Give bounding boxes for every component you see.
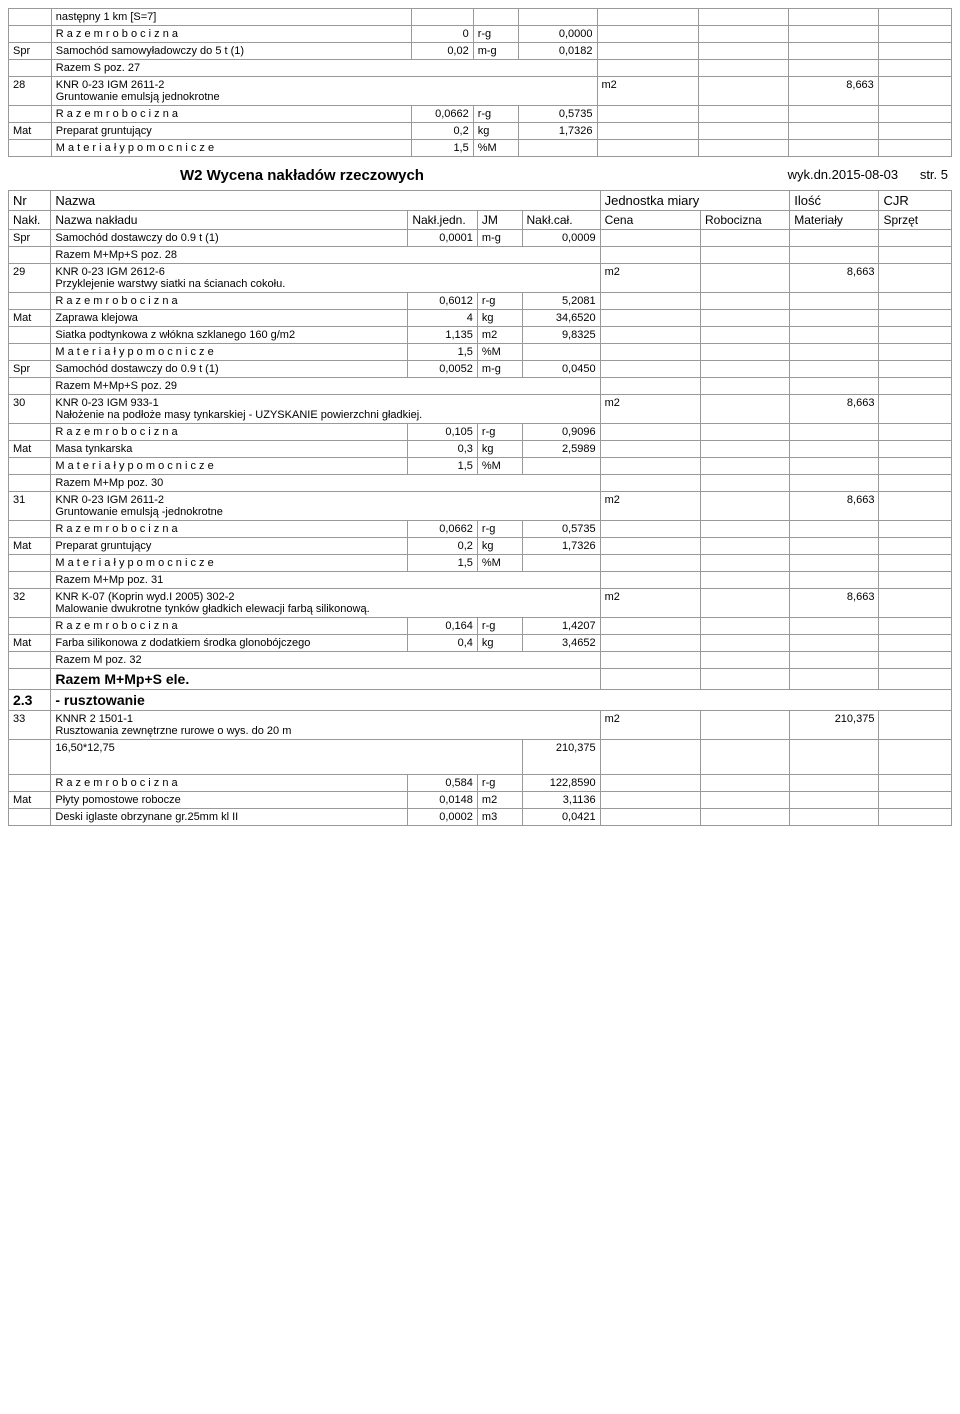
- hdr-ilosc: Ilość: [790, 191, 879, 211]
- table-row: 29KNR 0-23 IGM 2612-6 Przyklejenie warst…: [9, 264, 952, 293]
- table-row: 16,50*12,75210,375: [9, 740, 952, 775]
- table-row: 31KNR 0-23 IGM 2611-2 Gruntowanie emulsj…: [9, 492, 952, 521]
- table-row: R a z e m r o b o c i z n a0,0662r-g0,57…: [9, 106, 952, 123]
- table-row: MatPreparat gruntujący0,2kg1,7326: [9, 538, 952, 555]
- hdr2-i: Sprzęt: [879, 211, 952, 230]
- table-row: 2.3- rusztowanie: [9, 690, 952, 711]
- table-row: M a t e r i a ł y p o m o c n i c z e1,5…: [9, 140, 952, 157]
- hdr-nr: Nr: [9, 191, 51, 211]
- table-row: SprSamochód samowyładowczy do 5 t (1)0,0…: [9, 43, 952, 60]
- table-row: R a z e m r o b o c i z n a0,105r-g0,909…: [9, 424, 952, 441]
- table-row: Razem M+Mp+S poz. 29: [9, 378, 952, 395]
- table-row: SprSamochód dostawczy do 0.9 t (1)0,0001…: [9, 230, 952, 247]
- header-table: Nr Nazwa Jednostka miary Ilość CJR Nakł.…: [8, 190, 952, 826]
- table-row: Razem M poz. 32: [9, 652, 952, 669]
- table-row: MatFarba silikonowa z dodatkiem środka g…: [9, 635, 952, 652]
- hdr2-a: Nakł.: [9, 211, 51, 230]
- table-row: Razem M+Mp poz. 30: [9, 475, 952, 492]
- table-row: następny 1 km [S=7]: [9, 9, 952, 26]
- table-row: R a z e m r o b o c i z n a0,164r-g1,420…: [9, 618, 952, 635]
- hdr2-h: Materiały: [790, 211, 879, 230]
- table-row: R a z e m r o b o c i z n a0,6012r-g5,20…: [9, 293, 952, 310]
- hdr2-e: Nakł.cał.: [522, 211, 600, 230]
- hdr2-f: Cena: [600, 211, 700, 230]
- header-row-1: Nr Nazwa Jednostka miary Ilość CJR: [9, 191, 952, 211]
- hdr-cjr: CJR: [879, 191, 952, 211]
- table-row: Deski iglaste obrzynane gr.25mm kl II0,0…: [9, 809, 952, 826]
- table-row: M a t e r i a ł y p o m o c n i c z e1,5…: [9, 344, 952, 361]
- table-row: MatMasa tynkarska0,3kg2,5989: [9, 441, 952, 458]
- table-row: R a z e m r o b o c i z n a0r-g0,0000: [9, 26, 952, 43]
- table-row: MatPreparat gruntujący0,2kg1,7326: [9, 123, 952, 140]
- table-row: SprSamochód dostawczy do 0.9 t (1)0,0052…: [9, 361, 952, 378]
- header-row-2: Nakł. Nazwa nakładu Nakł.jedn. JM Nakł.c…: [9, 211, 952, 230]
- table-row: Siatka podtynkowa z włókna szklanego 160…: [9, 327, 952, 344]
- table-row: R a z e m r o b o c i z n a0,0662r-g0,57…: [9, 521, 952, 538]
- table-row: 30KNR 0-23 IGM 933-1 Nałożenie na podłoż…: [9, 395, 952, 424]
- table-row: M a t e r i a ł y p o m o c n i c z e1,5…: [9, 555, 952, 572]
- table-row: 32KNR K-07 (Koprin wyd.I 2005) 302-2 Mal…: [9, 589, 952, 618]
- table-row: M a t e r i a ł y p o m o c n i c z e1,5…: [9, 458, 952, 475]
- hdr2-c: Nakł.jedn.: [408, 211, 478, 230]
- page-title: W2 Wycena nakładów rzeczowych: [176, 161, 684, 188]
- hdr-nazwa: Nazwa: [51, 191, 600, 211]
- hdr-jm: Jednostka miary: [600, 191, 790, 211]
- table-row: Razem M+Mp+S poz. 28: [9, 247, 952, 264]
- table-row: MatZaprawa klejowa4kg34,6520: [9, 310, 952, 327]
- table-row: MatPłyty pomostowe robocze0,0148m23,1136: [9, 792, 952, 809]
- table-row: R a z e m r o b o c i z n a0,584r-g122,8…: [9, 775, 952, 792]
- table-row: 33KNNR 2 1501-1 Rusztowania zewnętrzne r…: [9, 711, 952, 740]
- hdr2-d: JM: [477, 211, 522, 230]
- hdr2-b: Nazwa nakładu: [51, 211, 408, 230]
- page-num: str. 5: [920, 167, 948, 182]
- table-row: Razem S poz. 27: [9, 60, 952, 77]
- title-bar: W2 Wycena nakładów rzeczowych wyk.dn.201…: [8, 161, 952, 188]
- table-row: Razem M+Mp+S ele.: [9, 669, 952, 690]
- table-row: Razem M+Mp poz. 31: [9, 572, 952, 589]
- main-table: następny 1 km [S=7]R a z e m r o b o c i…: [8, 8, 952, 157]
- table-row: 28KNR 0-23 IGM 2611-2 Gruntowanie emulsj…: [9, 77, 952, 106]
- hdr2-g: Robocizna: [700, 211, 789, 230]
- date-label: wyk.dn.2015-08-03: [788, 167, 899, 182]
